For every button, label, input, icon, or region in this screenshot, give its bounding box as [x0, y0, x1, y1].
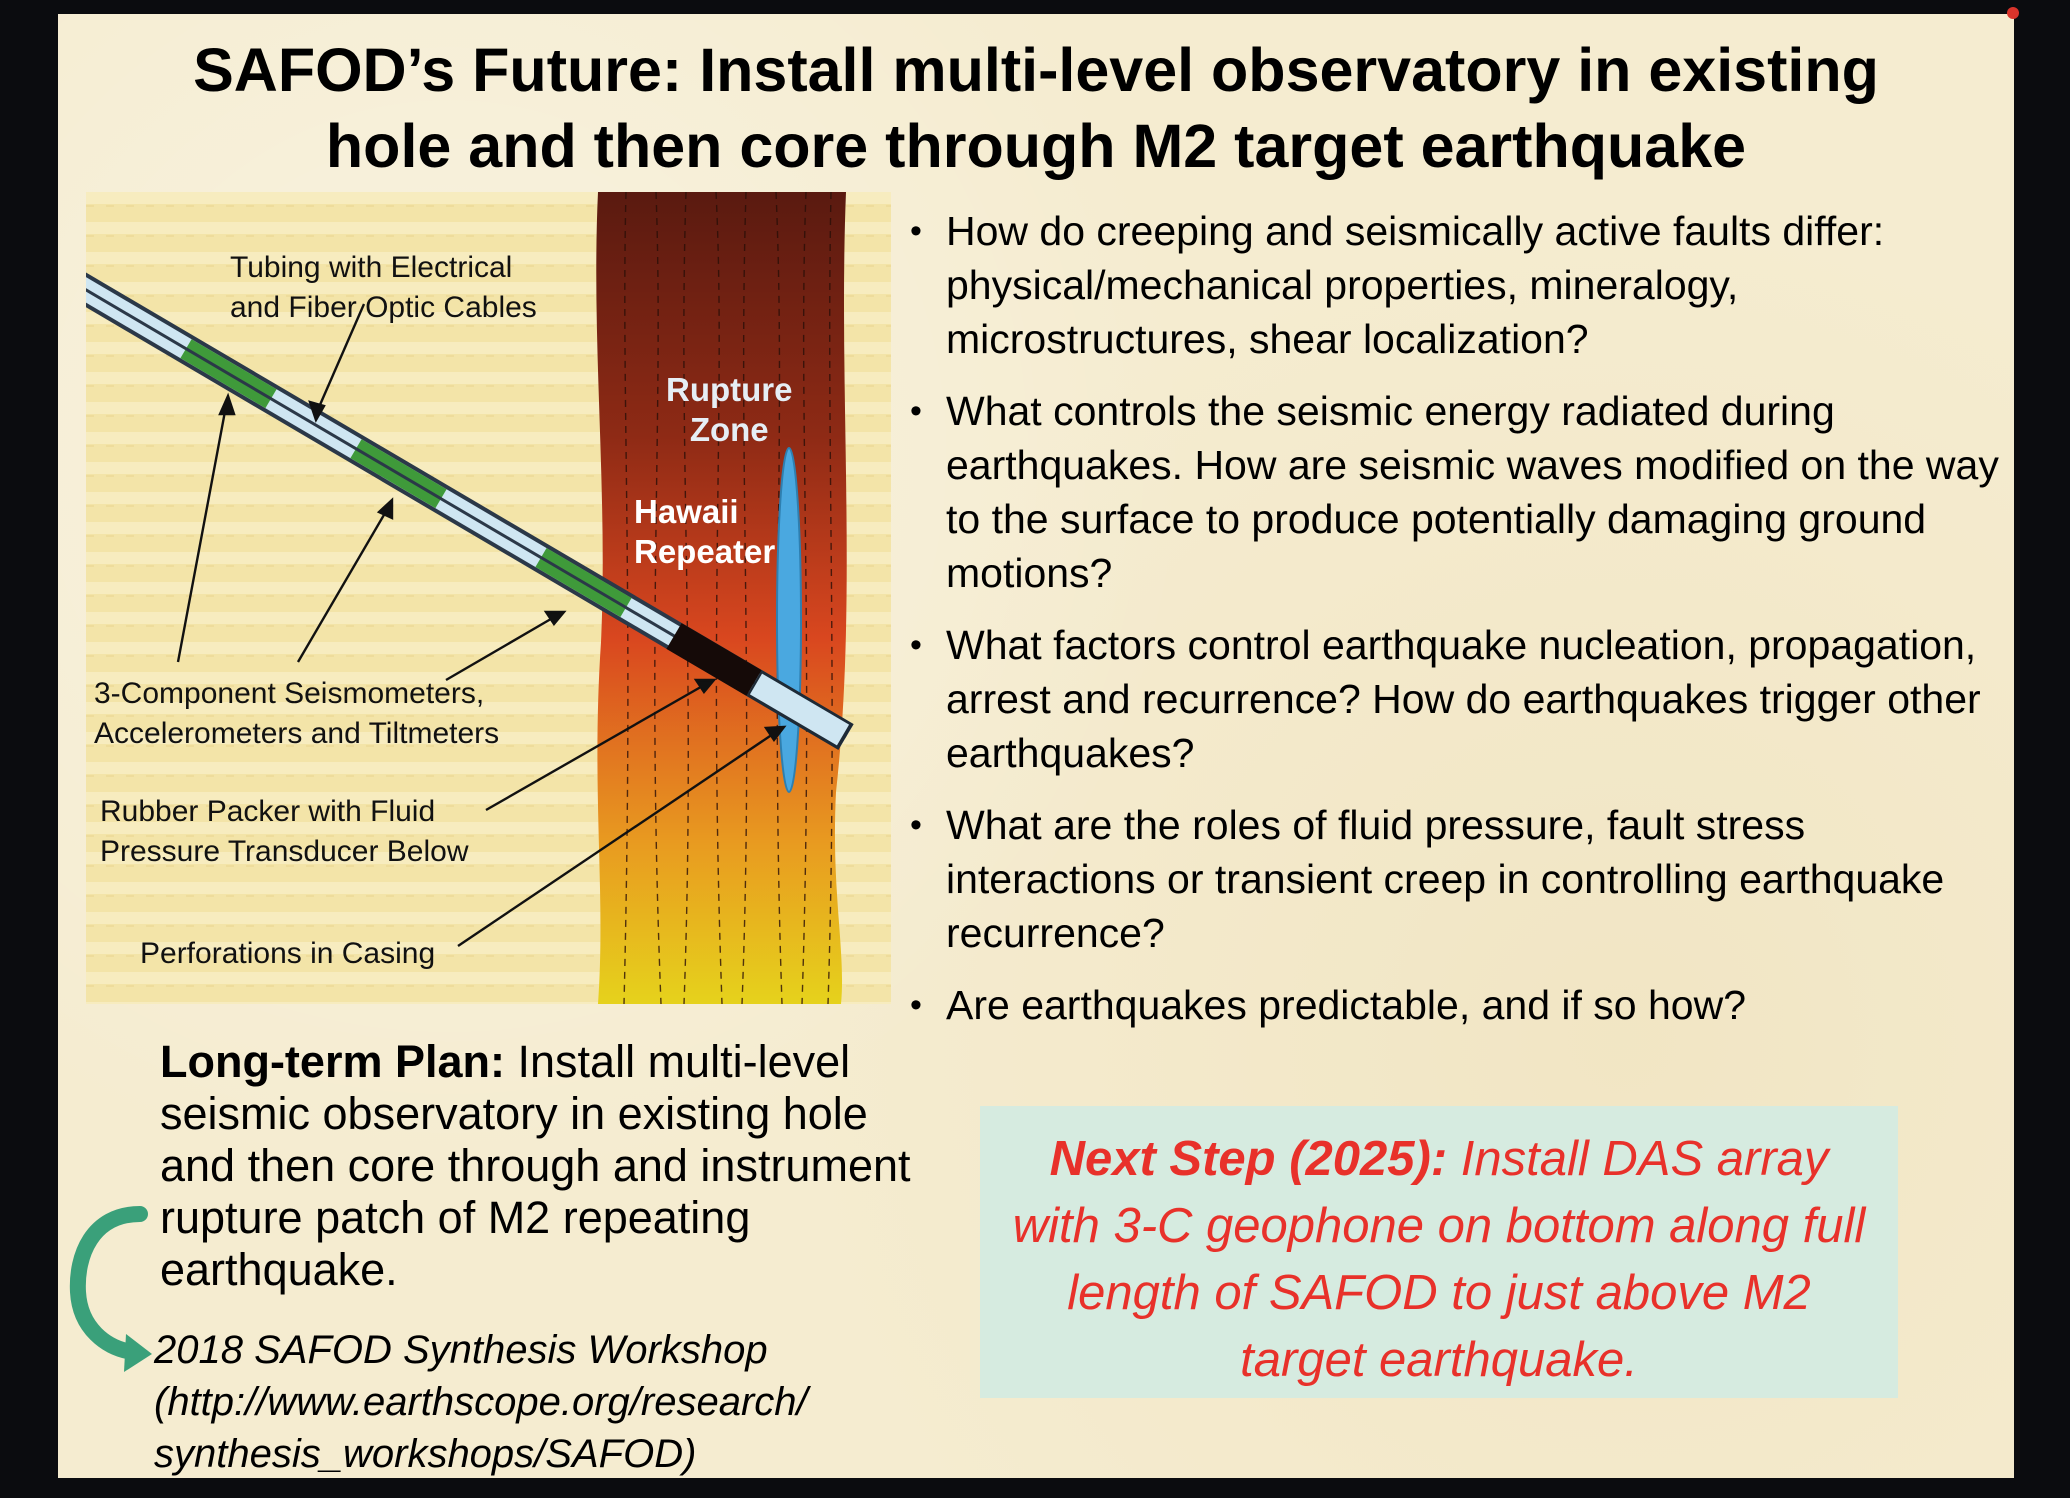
slide-title-line-1: SAFOD’s Future: Install multi-level obse… [193, 36, 1879, 104]
slide: SAFOD’s Future: Install multi-level obse… [58, 14, 2014, 1478]
packer-label-line-1: Rubber Packer with Fluid [100, 795, 436, 828]
bullet-item: How do creeping and seismically active f… [910, 204, 2000, 366]
tubing-label-line-2: and Fiber Optic Cables [230, 291, 537, 324]
workshop-title: 2018 SAFOD Synthesis Workshop [154, 1328, 768, 1372]
label-leader-lines [176, 303, 787, 947]
workshop-url-line-2[interactable]: synthesis_workshops/SAFOD) [154, 1432, 697, 1476]
long-term-plan-text: Install multi-level seismic observatory … [160, 1036, 911, 1295]
rupture-zone-ellipse [776, 447, 802, 793]
rupture-zone-label-line-1: Rupture [666, 371, 793, 408]
borehole-diagram-graphic [68, 191, 891, 1005]
bullet-item: What controls the seismic energy radiate… [910, 384, 2000, 600]
bullet-item: Are earthquakes predictable, and if so h… [910, 978, 2000, 1032]
borehole-diagram: Tubing with Electrical and Fiber Optic C… [68, 191, 891, 1005]
workshop-citation: 2018 SAFOD Synthesis Workshop (http://ww… [154, 1324, 954, 1478]
long-term-plan: Long-term Plan: Install multi-level seis… [160, 1036, 940, 1296]
next-step-heading: Next Step (2025): [1049, 1132, 1448, 1186]
seismometers-label-line-1: 3-Component Seismometers, [94, 677, 485, 710]
tubing-label-line-1: Tubing with Electrical [230, 251, 513, 284]
slide-title-line-2: hole and then core through M2 target ear… [325, 112, 1747, 180]
borehole-tubing [68, 271, 854, 750]
fault-strands [623, 191, 833, 1005]
tubing-label: Tubing with Electrical and Fiber Optic C… [230, 248, 537, 328]
rupture-zone-label-line-2: Zone [689, 411, 769, 448]
hawaii-repeater-label-line-2: Repeater [634, 533, 776, 570]
long-term-plan-heading: Long-term Plan: [160, 1036, 505, 1087]
packer-label-line-2: Pressure Transducer Below [100, 835, 469, 868]
perforations-label: Perforations in Casing [140, 937, 436, 970]
curved-arrow-icon [69, 1206, 152, 1372]
bullet-item: What are the roles of fluid pressure, fa… [910, 798, 2000, 960]
bullet-item: What factors control earthquake nucleati… [910, 618, 2000, 780]
cursor-indicator-icon [2007, 7, 2019, 19]
next-step-box: Next Step (2025): Install DAS array with… [980, 1106, 1898, 1398]
seismometers-label: 3-Component Seismometers, Accelerometers… [94, 674, 499, 754]
fault-zone [596, 192, 847, 1004]
seismometers-label-line-2: Accelerometers and Tiltmeters [94, 717, 500, 750]
workshop-url-line-1[interactable]: (http://www.earthscope.org/research/ [154, 1380, 808, 1424]
rupture-zone-label: Rupture Zone [666, 370, 793, 450]
next-step-text: Install DAS array with 3-C geophone on b… [1012, 1132, 1866, 1387]
hawaii-repeater-label-line-1: Hawaii [634, 493, 739, 530]
research-questions-list: How do creeping and seismically active f… [910, 204, 2000, 1050]
packer-label: Rubber Packer with Fluid Pressure Transd… [100, 792, 469, 872]
slide-title: SAFOD’s Future: Install multi-level obse… [58, 32, 2014, 184]
hawaii-repeater-label: Hawaii Repeater [634, 492, 775, 572]
rubber-packer [666, 623, 762, 696]
